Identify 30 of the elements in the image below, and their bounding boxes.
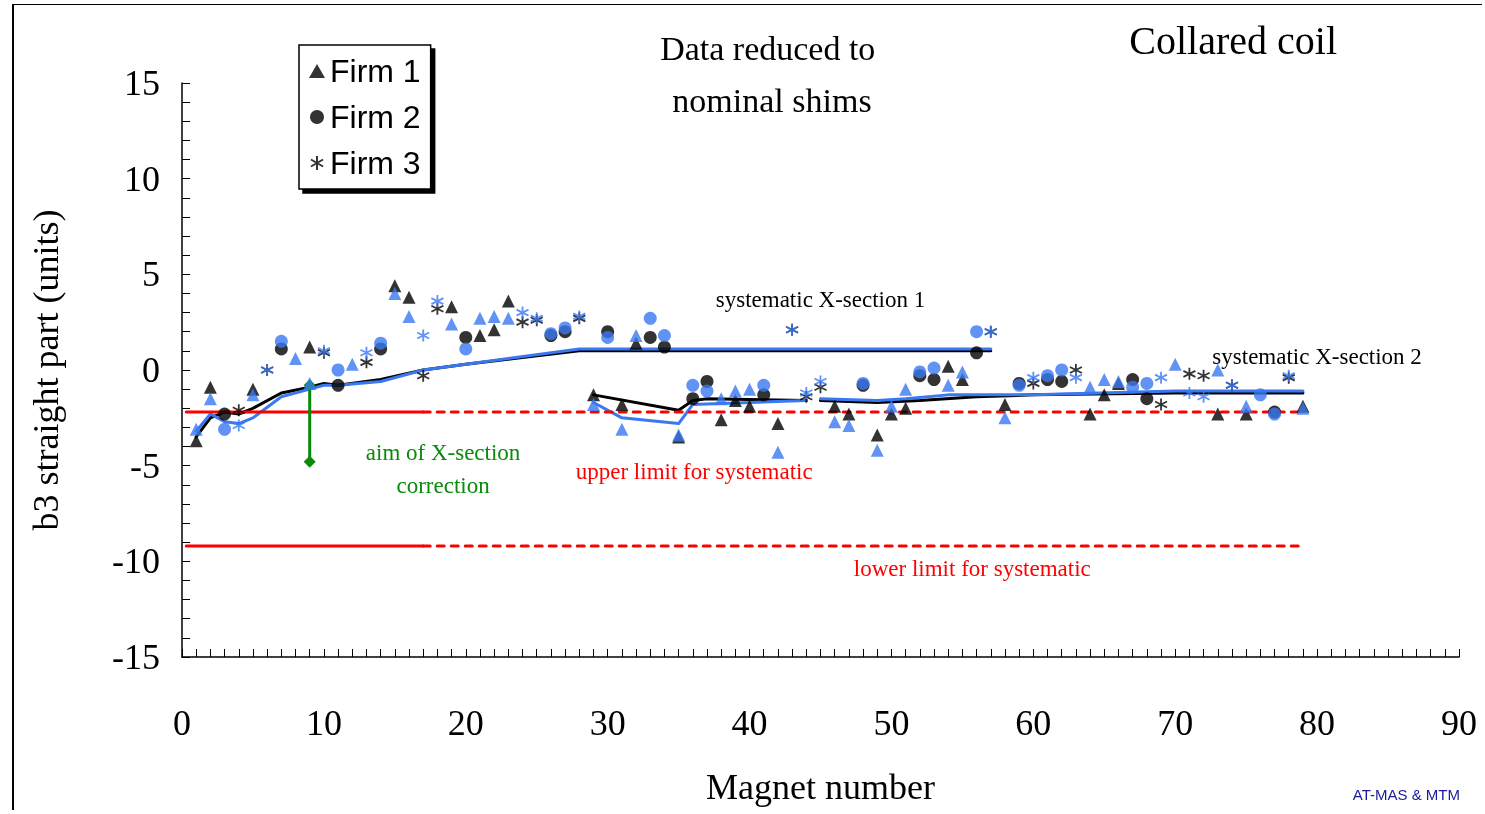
legend-label: Firm 2: [330, 99, 421, 135]
y-tick-label: 15: [124, 63, 160, 103]
legend-label: Firm 1: [330, 53, 421, 89]
y-tick-label: -15: [112, 637, 160, 677]
x-tick-label: 30: [589, 703, 626, 743]
annotation: systematic X-section 2: [1212, 344, 1422, 370]
annotation: lower limit for systematic: [853, 556, 1091, 582]
chart-title: Collared coil: [1129, 17, 1337, 63]
x-tick-label: 40: [731, 703, 768, 743]
x-tick-label: 10: [305, 703, 342, 743]
chart-subtitle: Data reduced to nominal shims: [660, 29, 884, 119]
x-tick-label: 60: [1015, 703, 1052, 743]
y-axis-title: b3 straight part (units): [26, 209, 66, 531]
annotation: aim of X-section correction: [365, 440, 521, 499]
x-axis-title: Magnet number: [706, 767, 935, 807]
x-tick-label: 20: [447, 703, 484, 743]
y-tick-label: -10: [112, 541, 160, 582]
y-tick-label: -5: [130, 445, 160, 486]
annotation: upper limit for systematic: [575, 458, 813, 484]
x-tick-label: 0: [173, 703, 191, 743]
x-tick-label: 80: [1299, 703, 1336, 743]
y-tick-label: 10: [124, 158, 160, 199]
x-tick-label: 90: [1441, 703, 1477, 743]
x-tick-label: 70: [1157, 703, 1194, 743]
x-tick-label: 50: [873, 703, 910, 743]
y-tick-label: 5: [142, 254, 160, 295]
annotation: systematic X-section 1: [715, 286, 926, 312]
legend-label: Firm 3: [330, 145, 421, 181]
text: AT-MAS & MTM: [1352, 786, 1461, 803]
y-tick-label: 0: [142, 350, 160, 390]
